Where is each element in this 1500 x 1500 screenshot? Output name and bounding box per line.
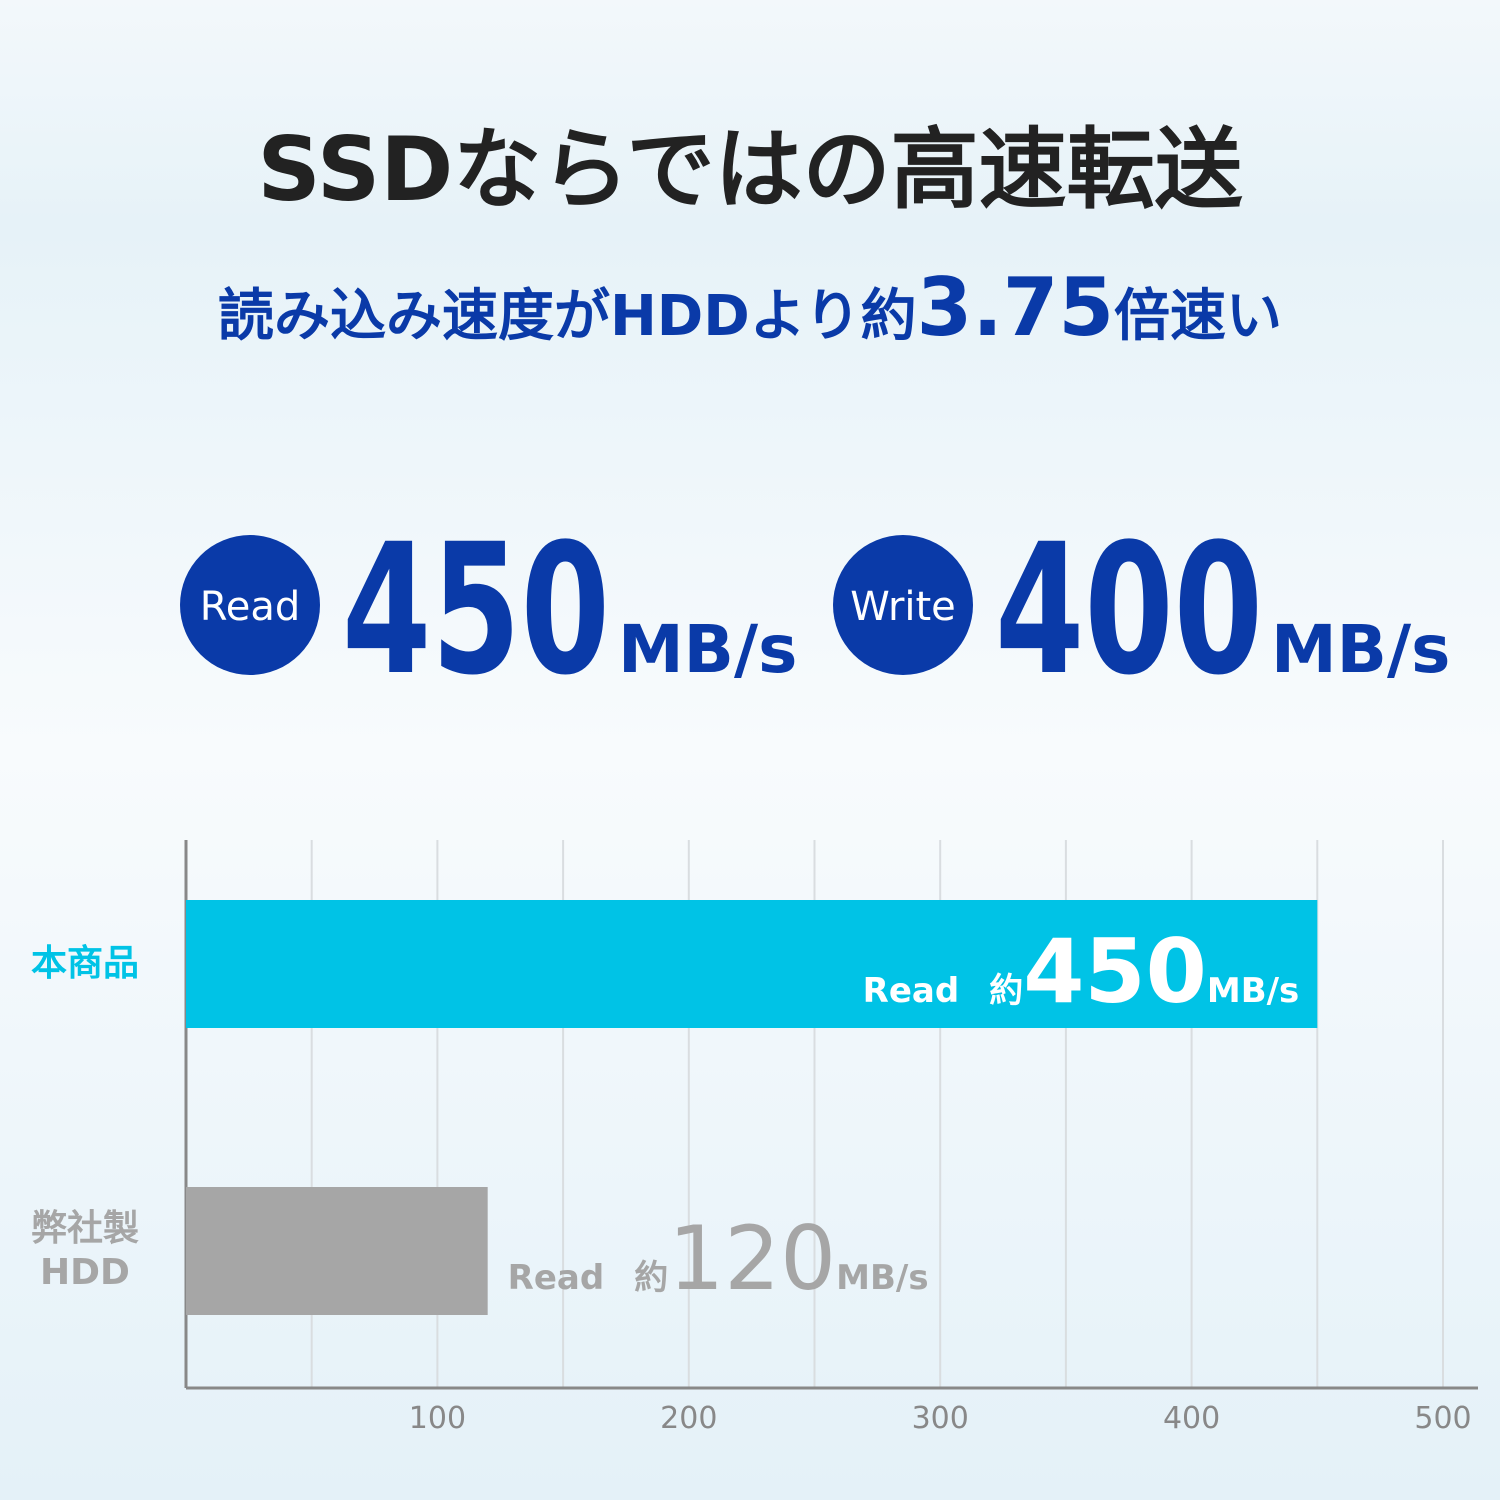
value-prefix: 約 xyxy=(989,971,1023,1011)
spec-unit: MB/s xyxy=(618,611,797,688)
x-tick-label: 300 xyxy=(912,1401,969,1436)
value-number: 120 xyxy=(668,1207,836,1310)
x-tick-label: 400 xyxy=(1163,1401,1220,1436)
value-prefix: Read xyxy=(508,1258,605,1298)
value-unit: MB/s xyxy=(1207,971,1299,1011)
x-tick-label: 500 xyxy=(1414,1401,1471,1436)
y-tick-label: 弊社製 HDD xyxy=(30,1208,139,1293)
spec-number: 400 xyxy=(995,506,1263,715)
value-label: Read 約450MB/s xyxy=(863,920,1300,1023)
subtitle-text: 読み込み速度がHDDより約 xyxy=(218,284,917,349)
y-tick-label: 本商品 xyxy=(30,943,139,984)
x-tick-label: 100 xyxy=(409,1401,466,1436)
value-label: Read 約120MB/s xyxy=(508,1207,929,1310)
value-prefix: 約 xyxy=(634,1258,668,1298)
bar xyxy=(186,900,1318,1028)
spec-value: 450 MB/s xyxy=(342,506,797,715)
value-prefix: Read xyxy=(863,971,960,1011)
subtitle-text: 倍速い xyxy=(1114,284,1282,349)
subtitle: 読み込み速度がHDDより約3.75倍速い xyxy=(218,261,1282,354)
x-tick-label: 200 xyxy=(660,1401,717,1436)
spec-value: 400 MB/s xyxy=(995,506,1450,715)
spec-badge xyxy=(833,535,973,675)
bar xyxy=(186,1187,488,1315)
value-number: 450 xyxy=(1023,920,1207,1023)
spec-label: Write xyxy=(850,584,956,630)
value-unit: MB/s xyxy=(836,1258,928,1298)
spec-label: Read xyxy=(200,584,301,630)
spec-number: 450 xyxy=(342,506,610,715)
spec-badge xyxy=(180,535,320,675)
spec-unit: MB/s xyxy=(1271,611,1450,688)
title: SSDならではの高速転送 xyxy=(257,118,1242,221)
subtitle-number: 3.75 xyxy=(917,261,1114,354)
